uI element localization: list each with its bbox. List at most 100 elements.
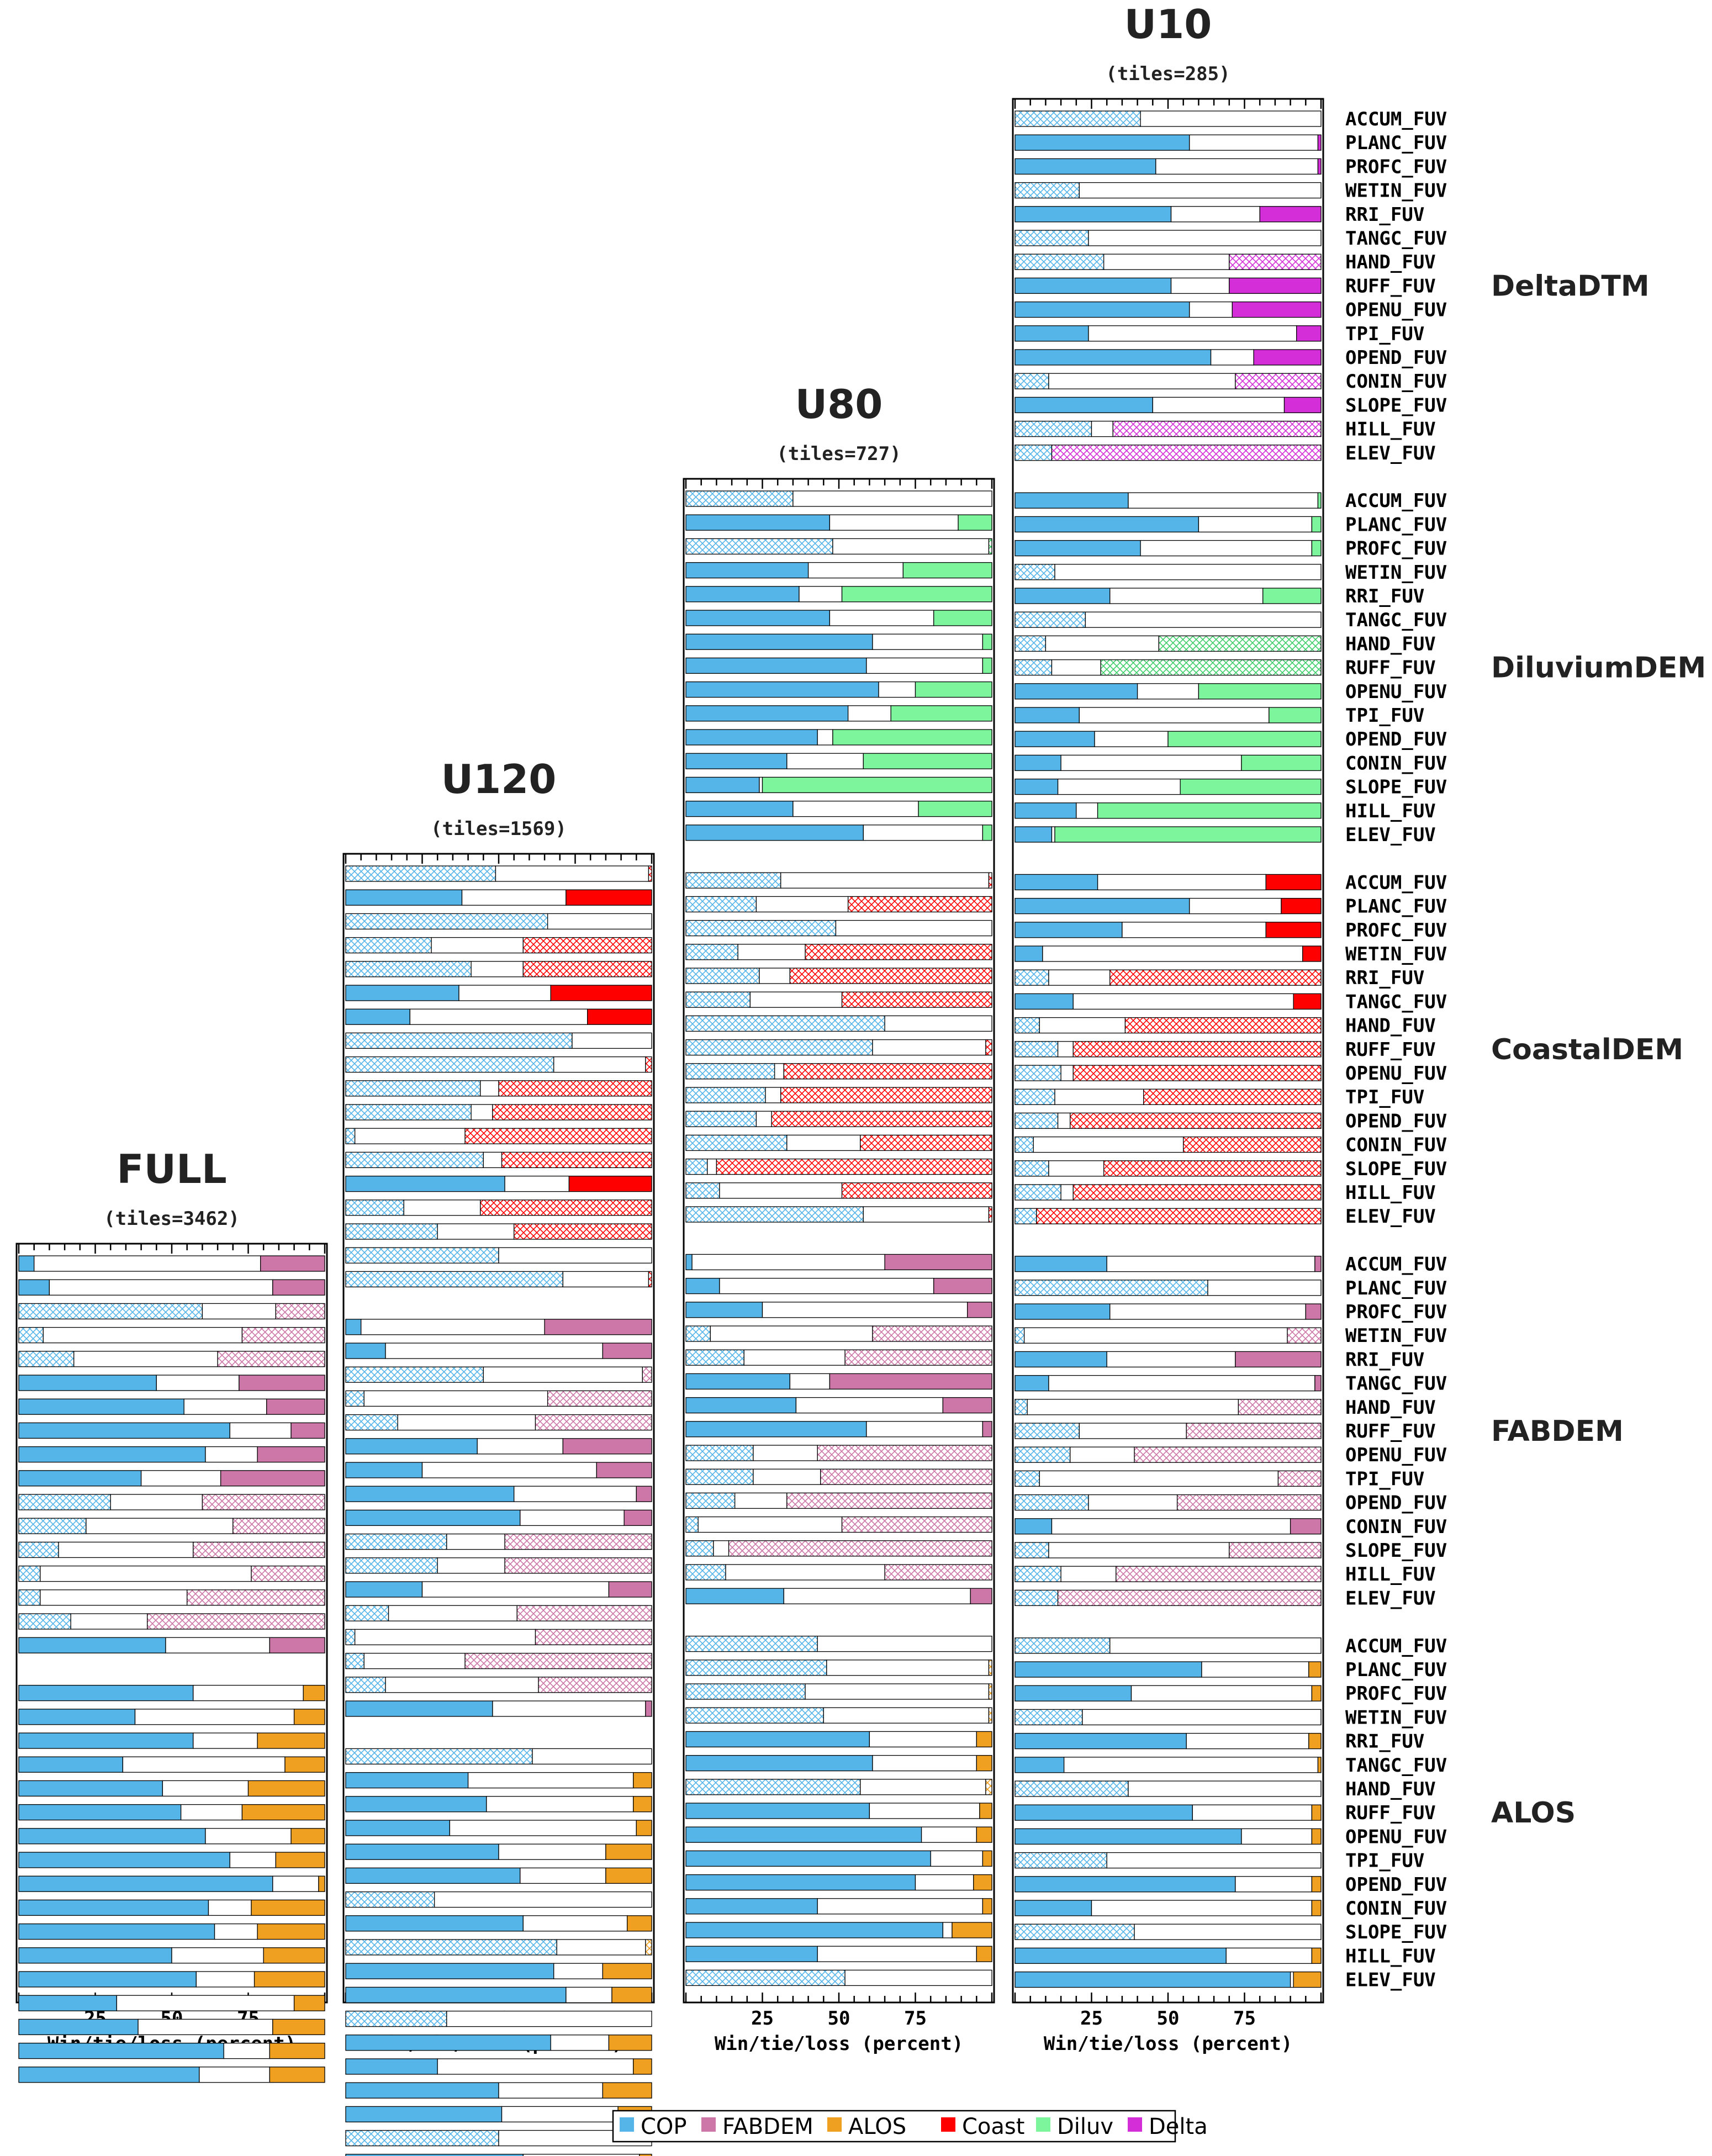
- tie-segment: [361, 1319, 545, 1335]
- bar-fabdem: [1014, 1589, 1322, 1607]
- win-segment: [1014, 134, 1190, 151]
- tie-segment: [866, 657, 984, 674]
- tie-segment: [1201, 1661, 1309, 1678]
- bar-alos: [1014, 1709, 1322, 1726]
- loss-segment: [272, 2018, 325, 2036]
- win-segment: [345, 1032, 573, 1049]
- tie-segment: [1048, 373, 1236, 389]
- tie-segment: [202, 1303, 277, 1320]
- win-segment: [685, 1445, 754, 1461]
- tie-segment: [1106, 1255, 1315, 1272]
- bar-coastaldem: [1014, 1041, 1322, 1058]
- loss-segment: [985, 1039, 992, 1056]
- win-segment: [685, 1349, 744, 1366]
- tie-segment: [1042, 945, 1303, 962]
- bar-coastaldem: [1014, 1065, 1322, 1081]
- bar-fabdem: [345, 1319, 652, 1335]
- win-segment: [345, 1963, 554, 1979]
- tie-segment: [921, 1826, 977, 1843]
- tie-segment: [504, 1175, 570, 1192]
- loss-segment: [1143, 1088, 1322, 1105]
- win-segment: [18, 1828, 206, 1845]
- tie-segment: [1155, 158, 1319, 175]
- loss-segment: [587, 1008, 652, 1025]
- row-label: HAND_FUV: [1345, 633, 1436, 655]
- win-segment: [685, 1826, 922, 1843]
- bar-fabdem: [1014, 1518, 1322, 1535]
- tie-segment: [710, 1325, 873, 1342]
- tie-segment: [1134, 1924, 1322, 1940]
- loss-segment: [1311, 516, 1322, 533]
- loss-segment: [817, 1445, 992, 1461]
- win-segment: [345, 1748, 533, 1765]
- legend-item-alos: ALOS: [827, 2114, 906, 2139]
- tie-segment: [1079, 707, 1270, 723]
- win-segment: [1014, 1542, 1049, 1558]
- win-segment: [685, 944, 738, 960]
- loss-segment: [841, 586, 992, 603]
- bar-fabdem: [18, 1375, 325, 1391]
- row-label: PROFC_FUV: [1345, 538, 1447, 560]
- bar-alos: [1014, 1661, 1322, 1678]
- win-segment: [345, 2035, 551, 2051]
- bar-diluviumdem: [685, 490, 992, 507]
- win-segment: [685, 1182, 720, 1199]
- loss-segment: [1235, 1351, 1322, 1368]
- win-segment: [18, 1732, 194, 1749]
- bar-alos: [18, 1804, 325, 1821]
- loss-segment: [1302, 945, 1322, 962]
- tie-segment: [795, 1397, 944, 1414]
- tie-segment: [1057, 778, 1181, 795]
- tie-segment: [122, 1756, 286, 1773]
- win-segment: [685, 991, 751, 1008]
- bar-alos: [18, 1732, 325, 1749]
- row-label: ACCUM_FUV: [1345, 1635, 1447, 1657]
- tie-segment: [70, 1613, 148, 1630]
- loss-segment: [504, 1533, 652, 1550]
- bar-diluviumdem: [1014, 492, 1322, 509]
- win-segment: [1014, 1852, 1107, 1869]
- x-axis-label: Win/tie/loss (percent): [715, 2033, 963, 2055]
- tie-segment: [477, 1438, 563, 1455]
- row-label: TPI_FUV: [1345, 1850, 1424, 1872]
- tie-segment: [58, 1541, 194, 1558]
- tie-segment: [872, 1039, 986, 1056]
- panel-subtitle: (tiles=285): [1106, 63, 1230, 85]
- tie-segment: [817, 1635, 992, 1652]
- tie-segment: [1039, 1470, 1279, 1487]
- tie-segment: [1106, 1351, 1236, 1368]
- tie-segment: [869, 1731, 977, 1748]
- loss-segment: [1277, 1470, 1322, 1487]
- win-segment: [345, 2129, 499, 2147]
- row-labels-diluviumdem: ACCUM_FUVPLANC_FUVPROFC_FUVWETIN_FUVRRI_…: [1345, 490, 1706, 846]
- loss-segment: [1311, 1900, 1322, 1916]
- loss-segment: [982, 633, 992, 650]
- bar-diluviumdem: [685, 562, 992, 579]
- bar-fabdem: [18, 1589, 325, 1606]
- tie-segment: [421, 1462, 597, 1478]
- tie-segment: [755, 896, 849, 913]
- tie-segment: [734, 1492, 788, 1509]
- bar-coastaldem: [685, 991, 992, 1008]
- bar-coastaldem: [1014, 993, 1322, 1010]
- loss-segment: [976, 1755, 992, 1772]
- loss-segment: [1253, 349, 1322, 366]
- bar-fabdem: [18, 1351, 325, 1367]
- loss-segment: [1259, 206, 1322, 223]
- win-segment: [345, 1462, 423, 1478]
- loss-segment: [1283, 397, 1322, 414]
- loss-segment: [1057, 1589, 1322, 1607]
- win-segment: [345, 1390, 364, 1407]
- loss-segment: [982, 1850, 992, 1867]
- row-label: RUFF_FUV: [1345, 275, 1436, 297]
- bar-alos: [18, 1852, 325, 1868]
- loss-segment: [1311, 1685, 1322, 1701]
- row-label: CONIN_FUV: [1345, 371, 1447, 393]
- legend-swatch: [941, 2117, 955, 2132]
- bar-fabdem: [345, 1581, 652, 1598]
- win-segment: [345, 1223, 438, 1240]
- loss-segment: [501, 1151, 652, 1169]
- x-tick-label: 25: [751, 2007, 774, 2030]
- bar-coastaldem: [1014, 1208, 1322, 1224]
- loss-segment: [1232, 301, 1322, 318]
